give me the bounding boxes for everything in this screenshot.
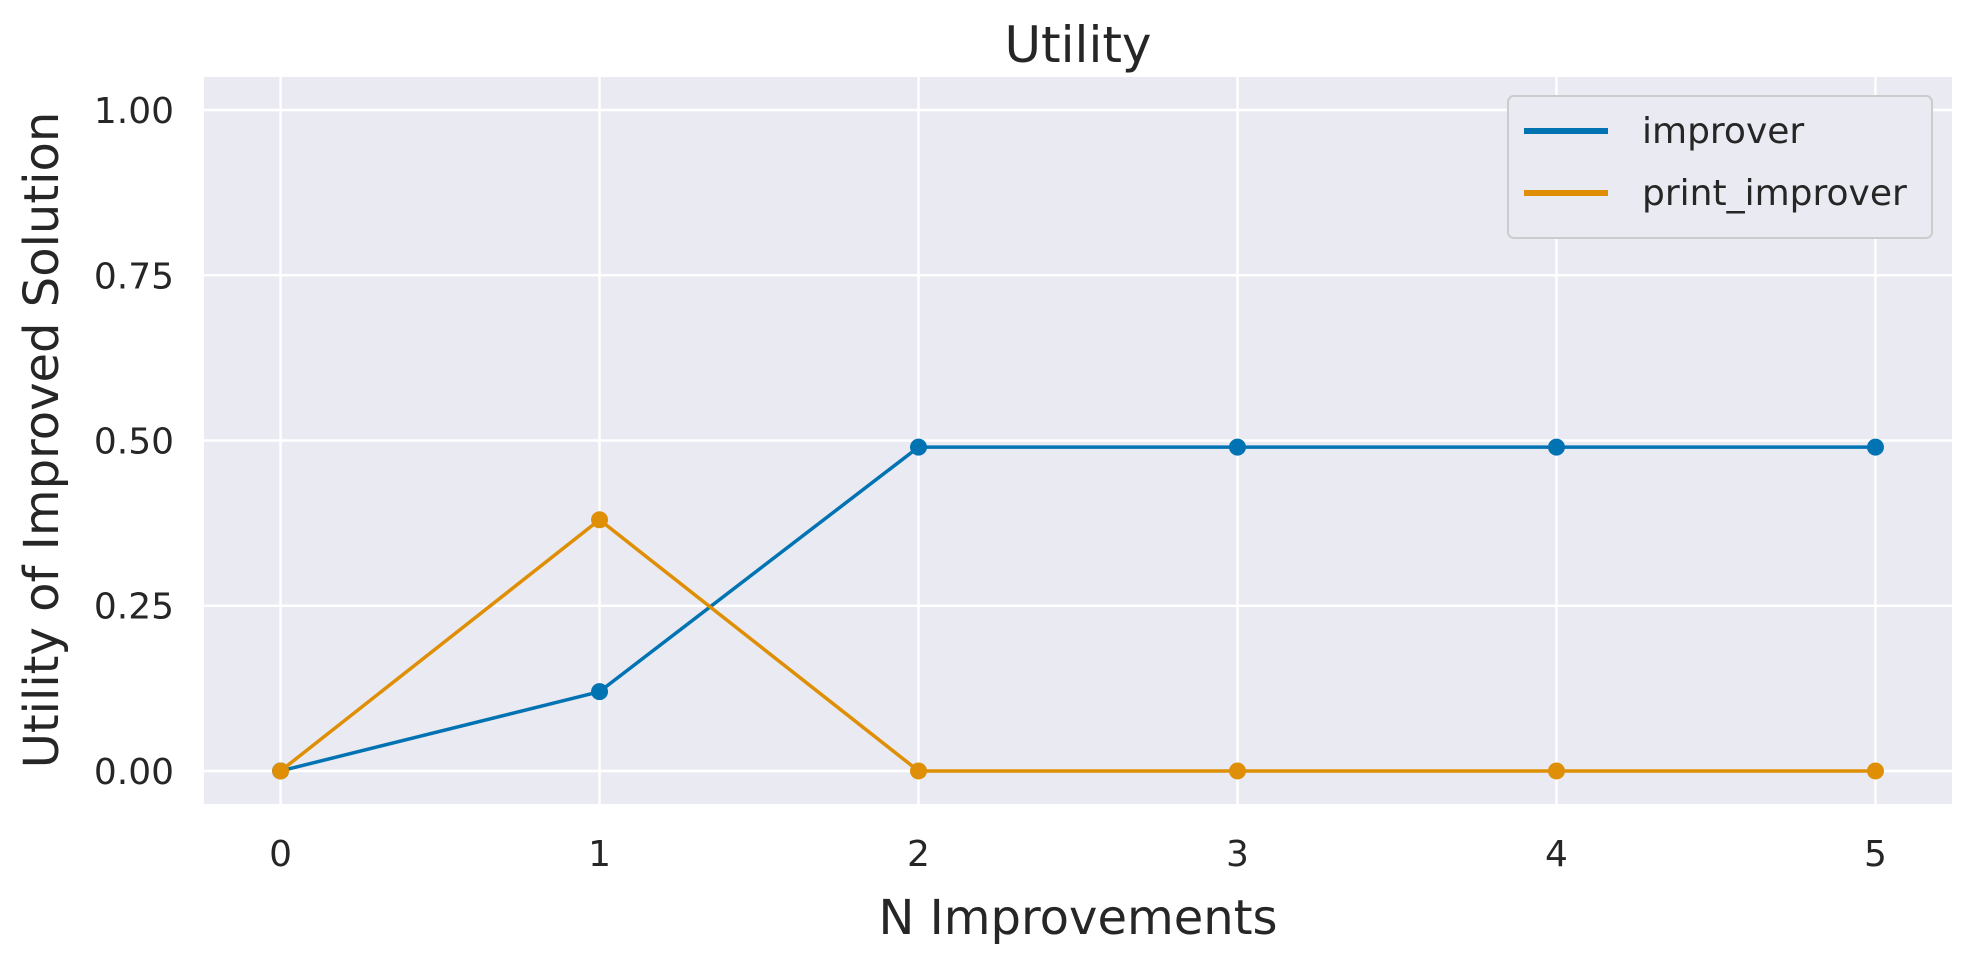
legend-label-improver: improver [1642, 111, 1804, 152]
series-line-print-improver [279, 518, 1876, 773]
chart-title: Utility [1004, 16, 1151, 74]
x-tick-label: 2 [907, 834, 930, 875]
data-point-improver [1228, 438, 1246, 456]
data-point-print-improver [910, 762, 928, 780]
tick-labels: 0 1 2 3 4 5 0.00 0.25 0.50 0.75 1.00 [94, 91, 1887, 875]
data-point-improver [591, 683, 609, 701]
legend-label-print-improver: print_improver [1642, 173, 1907, 214]
data-point-print-improver [1866, 762, 1884, 780]
y-tick-label: 0.00 [94, 752, 174, 793]
x-tick-label: 5 [1864, 834, 1887, 875]
data-point-improver [1547, 438, 1565, 456]
x-tick-label: 4 [1545, 834, 1568, 875]
legend-box [1507, 95, 1933, 239]
data-point-print-improver [1228, 762, 1246, 780]
x-tick-label: 3 [1226, 834, 1249, 875]
y-tick-label: 0.25 [94, 587, 174, 628]
y-tick-label: 0.75 [94, 256, 174, 297]
y-tick-label: 1.00 [94, 91, 174, 132]
data-point-print-improver [591, 511, 609, 529]
x-axis-title: N Improvements [878, 890, 1277, 946]
x-tick-label: 0 [269, 834, 292, 875]
data-point-print-improver [272, 762, 290, 780]
legend: improver print_improver [1507, 95, 1933, 239]
x-tick-label: 1 [588, 834, 611, 875]
y-axis-title: Utility of Improved Solution [14, 112, 70, 769]
series-layer [272, 438, 1884, 780]
data-point-improver [1866, 438, 1884, 456]
series-line-improver [280, 445, 1876, 773]
data-point-improver [910, 438, 928, 456]
y-tick-label: 0.50 [94, 422, 174, 463]
series-print-improver [272, 511, 1884, 780]
data-point-print-improver [1547, 762, 1565, 780]
